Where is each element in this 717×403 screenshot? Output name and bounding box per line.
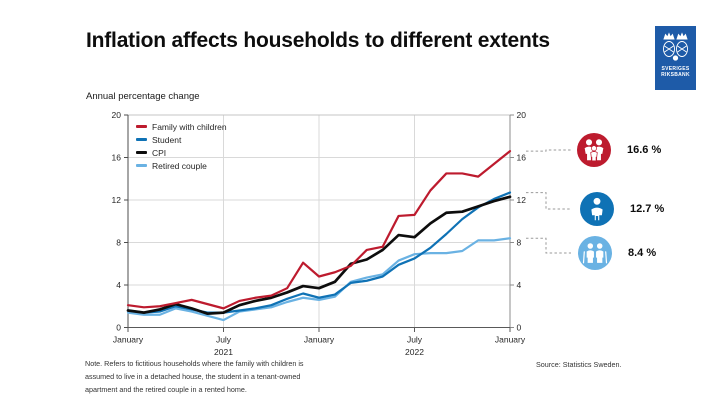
svg-text:20: 20 bbox=[112, 110, 122, 120]
svg-text:2021: 2021 bbox=[214, 347, 233, 357]
legend-label-family: Family with children bbox=[152, 121, 227, 132]
series-line-cpi bbox=[126, 195, 512, 316]
callout-value-family: 16.6 % bbox=[627, 144, 662, 156]
footnote-line-2: assumed to live in a detached house, the… bbox=[85, 371, 301, 381]
family-icon bbox=[577, 133, 611, 167]
legend-item-retired: Retired couple bbox=[136, 159, 227, 172]
callout-retired-couple: 8.4 % bbox=[578, 236, 717, 270]
source-label: Source: Statistics Sweden. bbox=[536, 360, 622, 369]
series-line-retired-couple bbox=[126, 237, 512, 322]
callout-value-retired: 8.4 % bbox=[628, 247, 657, 259]
riksbank-logo: SVERIGES RIKSBANK bbox=[655, 26, 696, 90]
legend-item-cpi: CPI bbox=[136, 146, 227, 159]
y-axis-labels: 0 0 4 4 8 8 12 12 16 16 20 20 bbox=[112, 110, 527, 333]
svg-text:12: 12 bbox=[517, 195, 527, 205]
gridlines bbox=[128, 115, 510, 328]
crowns-emblem-icon bbox=[663, 32, 688, 61]
chart-legend: Family with children Student CPI Retired… bbox=[136, 120, 227, 172]
legend-swatch-family bbox=[136, 125, 147, 128]
chart-units-label: Annual percentage change bbox=[86, 91, 200, 102]
x-axis-labels: January July 2021 January July 2022 January bbox=[113, 335, 526, 358]
callout-family: 16.6 % bbox=[577, 133, 717, 167]
svg-text:July: July bbox=[216, 335, 232, 345]
svg-text:January: January bbox=[495, 335, 526, 345]
footnote: Note. Refers to fictitious households wh… bbox=[85, 358, 370, 397]
callout-student: 12.7 % bbox=[580, 192, 717, 226]
legend-label-student: Student bbox=[152, 134, 182, 145]
logo-org-name-line2: RIKSBANK bbox=[661, 72, 690, 78]
svg-text:12: 12 bbox=[112, 195, 122, 205]
legend-item-student: Student bbox=[136, 133, 227, 146]
callout-connectors bbox=[526, 149, 571, 254]
legend-item-family: Family with children bbox=[136, 120, 227, 133]
svg-text:0: 0 bbox=[116, 323, 121, 333]
svg-text:8: 8 bbox=[116, 238, 121, 248]
page-title: Inflation affects households to differen… bbox=[86, 29, 550, 52]
legend-swatch-cpi bbox=[136, 151, 147, 154]
retired-couple-icon bbox=[578, 236, 612, 270]
logo-org-name-line1: SVERIGES bbox=[661, 66, 690, 72]
callout-value-student: 12.7 % bbox=[630, 203, 665, 215]
legend-label-retired: Retired couple bbox=[152, 160, 207, 171]
series-line-family-with-children bbox=[126, 150, 512, 310]
svg-text:January: January bbox=[113, 335, 144, 345]
legend-swatch-retired bbox=[136, 164, 147, 167]
legend-label-cpi: CPI bbox=[152, 147, 167, 158]
svg-text:16: 16 bbox=[112, 153, 122, 163]
svg-text:16: 16 bbox=[517, 153, 527, 163]
footnote-line-3: apartment and the retired couple in a re… bbox=[85, 384, 247, 394]
svg-text:8: 8 bbox=[517, 238, 522, 248]
legend-swatch-student bbox=[136, 138, 147, 141]
svg-text:4: 4 bbox=[517, 280, 522, 290]
svg-text:2022: 2022 bbox=[405, 347, 424, 357]
svg-text:July: July bbox=[407, 335, 423, 345]
svg-text:4: 4 bbox=[116, 280, 121, 290]
svg-text:20: 20 bbox=[517, 110, 527, 120]
footnote-line-1: Note. Refers to fictitious households wh… bbox=[85, 359, 304, 368]
svg-text:0: 0 bbox=[517, 323, 522, 333]
svg-text:January: January bbox=[304, 335, 335, 345]
student-icon bbox=[580, 192, 614, 226]
